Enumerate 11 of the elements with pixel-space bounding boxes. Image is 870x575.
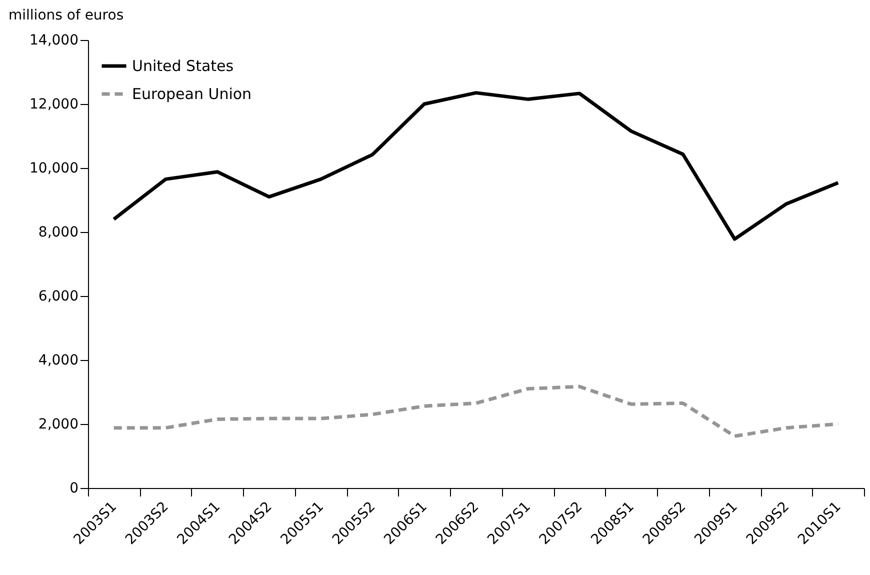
y-tick-label: 12,000 [30, 96, 78, 112]
y-tick-label: 10,000 [30, 160, 78, 176]
y-axis-title: millions of euros [8, 8, 124, 24]
y-tick-label: 6,000 [38, 288, 78, 304]
y-tick-label: 2,000 [38, 416, 78, 432]
legend-label: European Union [132, 85, 252, 103]
y-tick-label: 0 [70, 480, 78, 496]
y-tick-label: 14,000 [30, 32, 78, 48]
y-tick-label: 4,000 [38, 352, 78, 368]
y-tick-label: 8,000 [38, 224, 78, 240]
legend-label: United States [132, 57, 234, 75]
